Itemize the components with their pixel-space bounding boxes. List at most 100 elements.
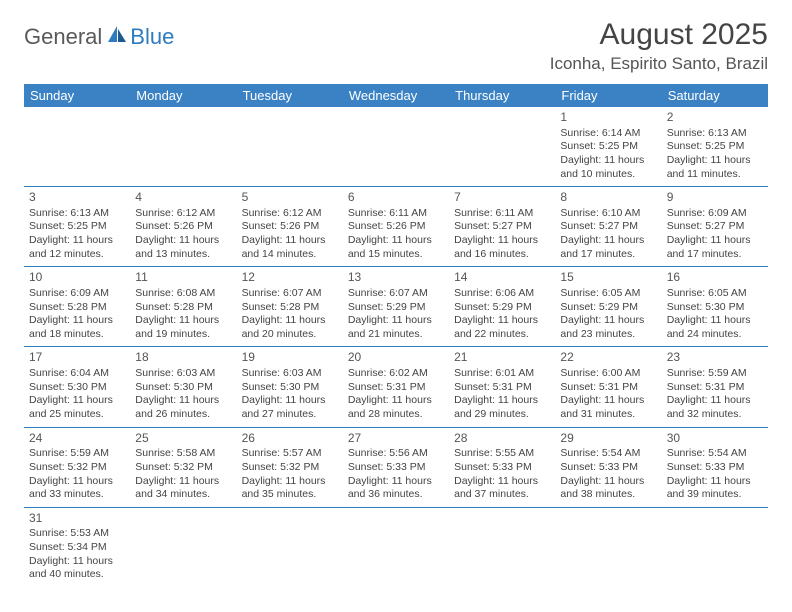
sunset-text: Sunset: 5:32 PM xyxy=(29,461,125,475)
calendar-row: 17Sunrise: 6:04 AMSunset: 5:30 PMDayligh… xyxy=(24,347,768,427)
calendar-cell: 7Sunrise: 6:11 AMSunset: 5:27 PMDaylight… xyxy=(449,187,555,267)
calendar-cell: 18Sunrise: 6:03 AMSunset: 5:30 PMDayligh… xyxy=(130,347,236,427)
calendar-cell: 2Sunrise: 6:13 AMSunset: 5:25 PMDaylight… xyxy=(662,107,768,187)
sunset-text: Sunset: 5:32 PM xyxy=(135,461,231,475)
daylight-text: Daylight: 11 hours and 31 minutes. xyxy=(560,394,656,421)
weekday-header: Sunday xyxy=(24,84,130,107)
day-number: 18 xyxy=(135,350,231,366)
calendar-cell xyxy=(24,107,130,187)
calendar-table: Sunday Monday Tuesday Wednesday Thursday… xyxy=(24,84,768,587)
sunrise-text: Sunrise: 5:54 AM xyxy=(560,447,656,461)
daylight-text: Daylight: 11 hours and 40 minutes. xyxy=(29,555,125,582)
calendar-cell: 27Sunrise: 5:56 AMSunset: 5:33 PMDayligh… xyxy=(343,427,449,507)
calendar-cell: 12Sunrise: 6:07 AMSunset: 5:28 PMDayligh… xyxy=(237,267,343,347)
sunset-text: Sunset: 5:31 PM xyxy=(560,381,656,395)
daylight-text: Daylight: 11 hours and 14 minutes. xyxy=(242,234,338,261)
month-title: August 2025 xyxy=(550,18,768,52)
daylight-text: Daylight: 11 hours and 28 minutes. xyxy=(348,394,444,421)
location: Iconha, Espirito Santo, Brazil xyxy=(550,54,768,74)
sunset-text: Sunset: 5:33 PM xyxy=(454,461,550,475)
day-number: 2 xyxy=(667,110,763,126)
sunset-text: Sunset: 5:33 PM xyxy=(348,461,444,475)
calendar-row: 10Sunrise: 6:09 AMSunset: 5:28 PMDayligh… xyxy=(24,267,768,347)
logo-text-1: General xyxy=(24,24,102,50)
calendar-cell xyxy=(343,507,449,587)
calendar-cell: 29Sunrise: 5:54 AMSunset: 5:33 PMDayligh… xyxy=(555,427,661,507)
sunset-text: Sunset: 5:27 PM xyxy=(667,220,763,234)
sunset-text: Sunset: 5:26 PM xyxy=(348,220,444,234)
day-number: 14 xyxy=(454,270,550,286)
day-number: 26 xyxy=(242,431,338,447)
calendar-row: 24Sunrise: 5:59 AMSunset: 5:32 PMDayligh… xyxy=(24,427,768,507)
calendar-cell: 20Sunrise: 6:02 AMSunset: 5:31 PMDayligh… xyxy=(343,347,449,427)
calendar-cell: 14Sunrise: 6:06 AMSunset: 5:29 PMDayligh… xyxy=(449,267,555,347)
sunrise-text: Sunrise: 6:09 AM xyxy=(667,207,763,221)
sunset-text: Sunset: 5:28 PM xyxy=(242,301,338,315)
daylight-text: Daylight: 11 hours and 27 minutes. xyxy=(242,394,338,421)
sunrise-text: Sunrise: 6:13 AM xyxy=(29,207,125,221)
sunrise-text: Sunrise: 5:53 AM xyxy=(29,527,125,541)
day-number: 23 xyxy=(667,350,763,366)
calendar-cell: 19Sunrise: 6:03 AMSunset: 5:30 PMDayligh… xyxy=(237,347,343,427)
sunset-text: Sunset: 5:33 PM xyxy=(667,461,763,475)
sunrise-text: Sunrise: 6:02 AM xyxy=(348,367,444,381)
sunset-text: Sunset: 5:27 PM xyxy=(454,220,550,234)
daylight-text: Daylight: 11 hours and 24 minutes. xyxy=(667,314,763,341)
daylight-text: Daylight: 11 hours and 15 minutes. xyxy=(348,234,444,261)
calendar-cell xyxy=(130,107,236,187)
day-number: 8 xyxy=(560,190,656,206)
logo-text-2: Blue xyxy=(130,24,174,50)
calendar-cell xyxy=(130,507,236,587)
calendar-cell: 15Sunrise: 6:05 AMSunset: 5:29 PMDayligh… xyxy=(555,267,661,347)
day-number: 31 xyxy=(29,511,125,527)
sunrise-text: Sunrise: 6:06 AM xyxy=(454,287,550,301)
sunrise-text: Sunrise: 6:14 AM xyxy=(560,127,656,141)
sunrise-text: Sunrise: 5:54 AM xyxy=(667,447,763,461)
day-number: 3 xyxy=(29,190,125,206)
weekday-header: Friday xyxy=(555,84,661,107)
day-number: 16 xyxy=(667,270,763,286)
daylight-text: Daylight: 11 hours and 18 minutes. xyxy=(29,314,125,341)
day-number: 6 xyxy=(348,190,444,206)
calendar-cell: 4Sunrise: 6:12 AMSunset: 5:26 PMDaylight… xyxy=(130,187,236,267)
daylight-text: Daylight: 11 hours and 10 minutes. xyxy=(560,154,656,181)
daylight-text: Daylight: 11 hours and 34 minutes. xyxy=(135,475,231,502)
calendar-cell: 11Sunrise: 6:08 AMSunset: 5:28 PMDayligh… xyxy=(130,267,236,347)
calendar-cell: 9Sunrise: 6:09 AMSunset: 5:27 PMDaylight… xyxy=(662,187,768,267)
daylight-text: Daylight: 11 hours and 37 minutes. xyxy=(454,475,550,502)
calendar-cell: 30Sunrise: 5:54 AMSunset: 5:33 PMDayligh… xyxy=(662,427,768,507)
sunset-text: Sunset: 5:29 PM xyxy=(454,301,550,315)
sunset-text: Sunset: 5:26 PM xyxy=(242,220,338,234)
day-number: 5 xyxy=(242,190,338,206)
day-number: 10 xyxy=(29,270,125,286)
calendar-cell: 5Sunrise: 6:12 AMSunset: 5:26 PMDaylight… xyxy=(237,187,343,267)
daylight-text: Daylight: 11 hours and 11 minutes. xyxy=(667,154,763,181)
sunset-text: Sunset: 5:31 PM xyxy=(454,381,550,395)
day-number: 4 xyxy=(135,190,231,206)
calendar-cell: 25Sunrise: 5:58 AMSunset: 5:32 PMDayligh… xyxy=(130,427,236,507)
day-number: 11 xyxy=(135,270,231,286)
calendar-cell: 10Sunrise: 6:09 AMSunset: 5:28 PMDayligh… xyxy=(24,267,130,347)
sunset-text: Sunset: 5:31 PM xyxy=(348,381,444,395)
sail-icon xyxy=(106,24,128,50)
sunrise-text: Sunrise: 6:03 AM xyxy=(242,367,338,381)
sunrise-text: Sunrise: 5:59 AM xyxy=(667,367,763,381)
day-number: 28 xyxy=(454,431,550,447)
daylight-text: Daylight: 11 hours and 16 minutes. xyxy=(454,234,550,261)
calendar-cell xyxy=(237,507,343,587)
sunrise-text: Sunrise: 5:55 AM xyxy=(454,447,550,461)
sunrise-text: Sunrise: 6:05 AM xyxy=(667,287,763,301)
weekday-header: Tuesday xyxy=(237,84,343,107)
weekday-header: Monday xyxy=(130,84,236,107)
day-number: 22 xyxy=(560,350,656,366)
sunset-text: Sunset: 5:30 PM xyxy=(242,381,338,395)
sunrise-text: Sunrise: 5:56 AM xyxy=(348,447,444,461)
weekday-header: Wednesday xyxy=(343,84,449,107)
day-number: 27 xyxy=(348,431,444,447)
sunrise-text: Sunrise: 6:13 AM xyxy=(667,127,763,141)
sunset-text: Sunset: 5:28 PM xyxy=(135,301,231,315)
calendar-cell: 22Sunrise: 6:00 AMSunset: 5:31 PMDayligh… xyxy=(555,347,661,427)
daylight-text: Daylight: 11 hours and 35 minutes. xyxy=(242,475,338,502)
daylight-text: Daylight: 11 hours and 21 minutes. xyxy=(348,314,444,341)
sunrise-text: Sunrise: 6:07 AM xyxy=(242,287,338,301)
